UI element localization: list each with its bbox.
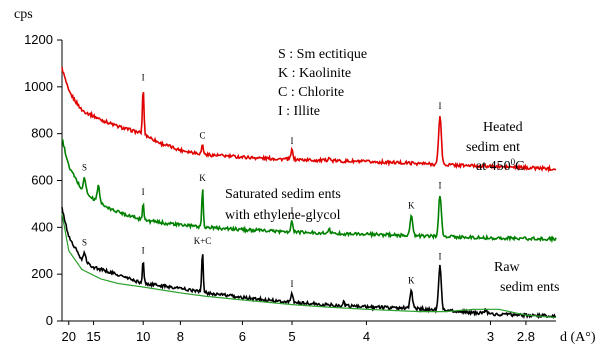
legend-entry: S : Sm ectitique [278, 47, 367, 62]
x-tick-label: 8 [177, 329, 184, 344]
peak-tag: K [408, 275, 415, 285]
heated-label-line: Heated [483, 120, 523, 135]
y-tick-label: 1000 [24, 79, 53, 94]
y-tick-label: 600 [31, 173, 53, 188]
heated-label-line: at 4500C [476, 157, 524, 174]
raw-label-line: Raw [494, 260, 521, 275]
x-tick-label: 2.8 [517, 329, 535, 344]
x-tick-label: 3 [487, 329, 494, 344]
peak-tag: I [291, 136, 294, 146]
series-line [61, 213, 557, 319]
y-tick-label: 0 [46, 313, 53, 328]
degree-sup: 0 [511, 157, 516, 167]
peak-tag: S [82, 162, 87, 172]
axes: 0 200 400 600 800 1000 1200 20 15 10 8 6 5 4 3 2.8 [24, 32, 556, 344]
peak-tag: K [408, 201, 415, 211]
peak-tag: I [142, 246, 145, 256]
legend-entry: I : Illite [278, 104, 320, 119]
x-axis-label: d (A°) [560, 330, 596, 345]
peak-tag: K [199, 173, 206, 183]
peak-tag: I [438, 101, 441, 111]
x-tick-label: 15 [86, 329, 100, 344]
series-layer [61, 66, 557, 320]
peak-tags: I C I I S I K I K I S I K+C I K I [82, 73, 441, 289]
curve-labels: Heated sedim ent at 4500C Saturated sedim e… [225, 120, 560, 295]
y-tick-label: 800 [31, 126, 53, 141]
y-axis-label: cps [14, 7, 33, 22]
y-tick-label: 400 [31, 219, 53, 234]
saturated-label-line: with ethylene-glycol [225, 208, 341, 223]
peak-tag: I [291, 206, 294, 216]
peak-tag: I [438, 180, 441, 190]
series-line [61, 66, 557, 173]
legend-entry: C : Chlorite [278, 85, 344, 100]
series-line [61, 138, 557, 244]
peak-tag: I [142, 73, 145, 83]
x-tick-label: 20 [62, 329, 76, 344]
series-line [61, 207, 557, 320]
y-tick-label: 1200 [24, 32, 53, 47]
heated-label-line: sedim ent [466, 140, 520, 155]
legend: S : Sm ectitique K : Kaolinite C : Chlorit… [278, 47, 367, 119]
y-tick-label: 200 [31, 266, 53, 281]
peak-tag: K+C [194, 236, 212, 246]
degree-unit: C [515, 159, 524, 174]
x-tick-label: 6 [239, 329, 246, 344]
peak-tag: I [438, 252, 441, 262]
x-tick-label: 4 [363, 329, 370, 344]
raw-label-line: sedim ents [500, 280, 560, 295]
peak-tag: I [291, 279, 294, 289]
legend-entry: K : Kaolinite [278, 66, 351, 81]
x-tick-label: 10 [136, 329, 150, 344]
saturated-label-line: Saturated sedim ents [225, 187, 341, 202]
peak-tag: S [82, 237, 87, 247]
peak-tag: I [142, 187, 145, 197]
peak-tag: C [200, 130, 206, 140]
x-tick-label: 5 [288, 329, 295, 344]
